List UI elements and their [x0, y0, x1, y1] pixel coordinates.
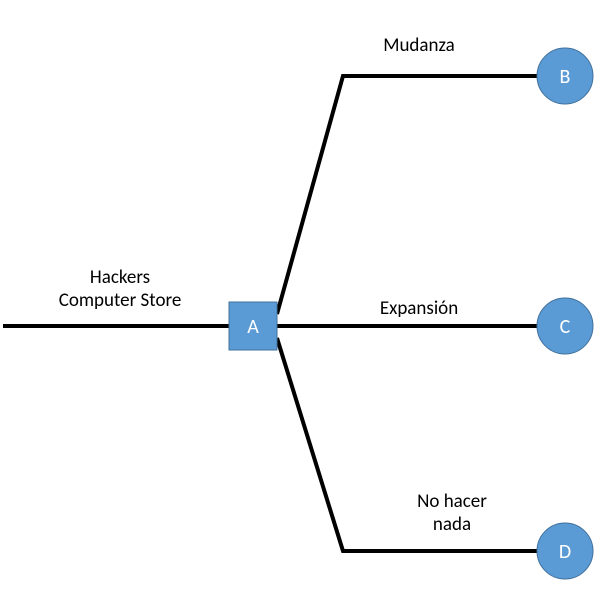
- chance-node-d-label: D: [559, 540, 571, 564]
- decision-node-a-label: A: [247, 315, 259, 339]
- branch-label-d-line1: No hacer: [417, 490, 487, 513]
- chance-node-c-label: C: [560, 315, 571, 339]
- branch-label-d-line2: nada: [433, 513, 471, 536]
- decision-tree-diagram: A HackersComputer Store B Mudanza C Expansión…: [0, 0, 611, 600]
- root-label-line1: Hackers: [90, 266, 150, 289]
- root-label-line2: Computer Store: [59, 289, 182, 312]
- branch-label-c: Expansión: [380, 297, 458, 320]
- branch-label-b: Mudanza: [383, 34, 455, 57]
- chance-node-b-label: B: [560, 65, 571, 89]
